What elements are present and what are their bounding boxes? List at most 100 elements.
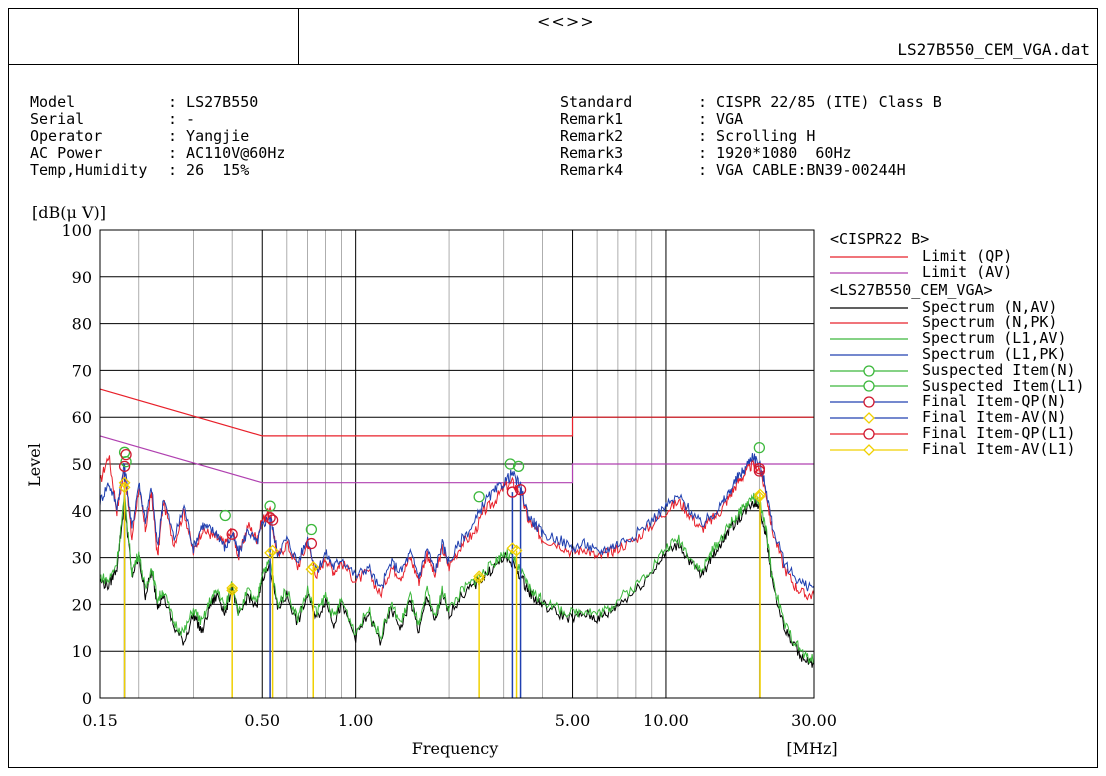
info-right: Standard: CISPR 22/85 (ITE) Class B Remar…	[560, 94, 942, 179]
axis-labels: 0 10 20 30 40 50 60 70 80 90 100 0.15 0.50 1.00 5.00 10…	[25, 203, 838, 758]
spectrum-line	[99, 491, 815, 664]
info-value: : AC110V@60Hz	[168, 144, 286, 162]
info-value: : Scrolling H	[698, 127, 816, 145]
info-key: Standard	[560, 93, 633, 111]
info-key: Operator	[30, 127, 103, 145]
info-value: : -	[168, 110, 196, 128]
legend-swatch-circle	[863, 396, 875, 408]
y-tick-label: 10	[72, 642, 92, 661]
info-value: : VGA	[698, 110, 744, 128]
info-value: : 1920*1080 60Hz	[698, 144, 852, 162]
info-left-row: Serial : -	[30, 111, 285, 128]
final-av-marker	[118, 481, 131, 494]
y-tick-label: 60	[72, 408, 92, 427]
info-value: : Yangjie	[168, 127, 250, 145]
final-qp-marker	[266, 514, 279, 526]
final-av-marker	[264, 547, 277, 559]
legend-label: Final Item-AV(N)	[922, 408, 1067, 427]
legend-item: Limit (QP)	[830, 247, 1085, 265]
info-left-row: Model: LS27B550	[30, 94, 285, 111]
suspected-marker	[264, 500, 276, 512]
final-qp-marker	[514, 484, 527, 496]
final-qp-marker	[226, 528, 238, 540]
x-tick-label: 30.00	[791, 711, 837, 730]
suspected-marker	[305, 523, 318, 536]
legend-item: Spectrum (L1,PK)	[830, 344, 1085, 363]
legend-group-title: <CISPR22 B>	[830, 230, 930, 248]
final-qp-marker	[305, 537, 318, 550]
legend-item: Final Item-AV(N)	[830, 408, 1085, 427]
legend-label: Limit (QP)	[922, 247, 1013, 265]
legend-item: Spectrum (N,PK)	[830, 315, 1085, 331]
final-av-marker	[266, 544, 279, 557]
suspected-marker	[512, 460, 525, 472]
legend-item: Final Item-AV(L1)	[830, 439, 1085, 458]
legend-swatch-circle	[863, 380, 875, 393]
info-key: Remark3	[560, 144, 624, 162]
legend-swatch	[830, 306, 908, 309]
file-name: LS27B550_CEM_VGA.dat	[897, 40, 1090, 59]
x-tick-label: 5.00	[555, 711, 591, 730]
info-left-row: Temp,Humidity: 26 15%	[30, 162, 285, 179]
report-frame	[8, 8, 1098, 768]
legend-item: Final Item-QP(L1)	[830, 423, 1085, 442]
legend-swatch	[830, 412, 908, 424]
info-key: Model	[30, 93, 76, 111]
legend-swatch	[830, 256, 908, 258]
legend-swatch-circle	[863, 365, 875, 377]
header-separator	[8, 64, 1098, 65]
x-tick-label: 0.50	[244, 711, 280, 730]
spectrum-line	[99, 453, 815, 592]
info-left: Model: LS27B550 Serial : - Operator : Yangji…	[30, 94, 285, 179]
legend-swatch	[830, 272, 908, 274]
info-right-row: Remark1: VGA	[560, 111, 942, 128]
x-axis-label: Frequency	[412, 739, 499, 758]
spectrum-series	[99, 453, 815, 668]
y-tick-label: 20	[72, 595, 92, 614]
info-right-row: Remark4: VGA CABLE:BN39-00244H	[560, 162, 942, 179]
spectrum-line	[99, 455, 815, 601]
info-value: : VGA CABLE:BN39-00244H	[698, 161, 906, 179]
info-value: : CISPR 22/85 (ITE) Class B	[698, 93, 942, 111]
suspected-marker	[120, 456, 132, 468]
y-tick-label: 70	[72, 361, 92, 380]
logo-box	[8, 8, 299, 65]
info-key: AC Power	[30, 144, 103, 162]
legend-item: Suspected Item(N)	[830, 362, 1085, 379]
limit-lines	[99, 388, 814, 484]
legend-label: Limit (AV)	[922, 262, 1013, 281]
final-av-marker	[307, 561, 320, 573]
legend-item: Suspected Item(L1)	[830, 378, 1085, 395]
info-right-row: Remark3 : 1920*1080 60Hz	[560, 145, 942, 162]
limit-av-line	[99, 435, 814, 484]
final-av-marker	[226, 584, 239, 597]
y-tick-label: 80	[72, 315, 92, 334]
final-qp-marker	[118, 460, 131, 472]
legend-swatch	[830, 354, 908, 356]
final-qp-marker	[120, 448, 132, 461]
legend-swatch	[830, 396, 908, 408]
final-av-marker	[754, 488, 766, 501]
legend-label: Final Item-QP(L1)	[922, 423, 1076, 442]
info-key: Temp,Humidity	[30, 161, 148, 179]
legend-item: Final Item-QP(N)	[830, 394, 1085, 410]
info-right-row: Standard : CISPR 22/85 (ITE) Class B	[560, 94, 942, 111]
legend-swatch-diamond	[863, 412, 875, 424]
legend-label: Spectrum (L1,PK)	[922, 344, 1067, 363]
legend-swatch-circle	[863, 428, 875, 440]
y-tick-label: 40	[72, 502, 92, 521]
page-nav[interactable]: <<>>	[537, 12, 595, 31]
legend-label: Final Item-AV(L1)	[922, 439, 1076, 458]
legend-item: Limit (AV)	[830, 262, 1085, 281]
final-av-marker	[473, 570, 486, 583]
legend: <CISPR22 B> Limit (QP) Limit (AV) <LS27B550…	[830, 230, 1085, 458]
legend-swatch	[830, 428, 908, 440]
legend-label: Spectrum (N,PK)	[922, 313, 1058, 332]
info-key: Serial	[30, 110, 85, 128]
y-tick-label: 50	[72, 455, 92, 474]
y-tick-label: 30	[72, 549, 92, 568]
x-unit-label: [MHz]	[786, 739, 837, 758]
legend-label: Spectrum (L1,AV)	[922, 329, 1067, 348]
legend-label: Spectrum (N,AV)	[922, 297, 1058, 316]
legend-swatch	[830, 322, 908, 324]
